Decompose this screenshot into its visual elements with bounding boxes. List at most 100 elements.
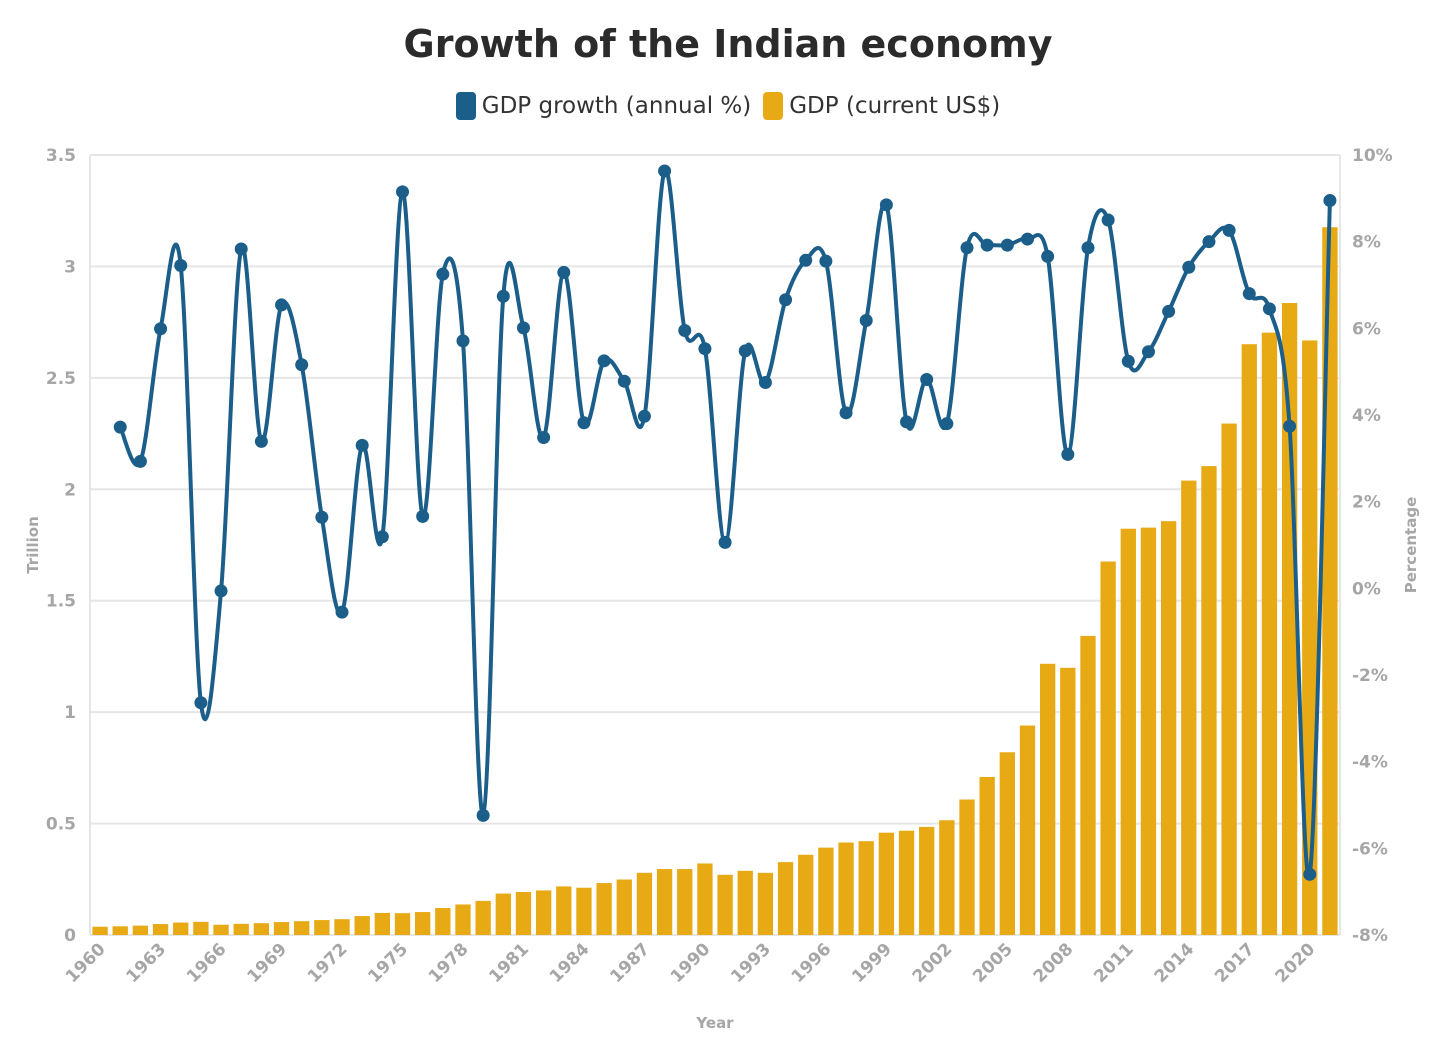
bar-gdp: [616, 879, 632, 935]
point-gdp-growth: [396, 185, 409, 199]
bar-gdp: [314, 920, 330, 935]
point-gdp-growth: [1101, 213, 1115, 227]
legend-item-gdp[interactable]: GDP (current US$): [763, 92, 1000, 120]
bar-gdp: [777, 862, 794, 935]
point-gdp-growth: [416, 509, 430, 523]
point-gdp-growth: [577, 416, 591, 430]
bar-gdp: [818, 847, 834, 935]
bar-gdp: [233, 923, 249, 935]
point-gdp-growth: [859, 314, 873, 328]
point-gdp-growth: [1222, 223, 1236, 237]
point-gdp-growth: [718, 535, 732, 549]
bar-gdp: [999, 752, 1015, 935]
y-left-tick-label: 3.5: [46, 146, 76, 166]
legend-label-growth: GDP growth (annual %): [481, 93, 752, 119]
bar-gdp: [898, 830, 915, 935]
bar-gdp: [878, 832, 895, 935]
chart-title: Growth of the Indian economy: [403, 22, 1053, 66]
y-right-tick-label: -6%: [1352, 839, 1388, 859]
y-left-tick-label: 2.5: [46, 369, 76, 389]
bar-gdp: [1221, 423, 1237, 935]
bar-gdp: [636, 872, 653, 935]
bar-gdp: [1261, 332, 1278, 935]
point-gdp-growth: [1021, 232, 1034, 246]
legend: GDP growth (annual %) GDP (current US$): [0, 92, 1456, 120]
point-gdp-growth: [1121, 354, 1135, 368]
bar-gdp: [112, 926, 128, 935]
x-tick-label: 2002: [909, 939, 957, 987]
point-gdp-growth: [1323, 194, 1337, 207]
y-left-tick-label: 2: [64, 480, 76, 500]
point-gdp-growth: [758, 376, 772, 389]
x-tick-label: 1969: [243, 939, 291, 987]
x-tick-label: 1999: [848, 939, 896, 987]
point-gdp-growth: [1202, 235, 1216, 249]
bar-gdp: [838, 842, 854, 935]
point-gdp-growth: [194, 696, 208, 710]
legend-label-gdp: GDP (current US$): [789, 93, 1001, 119]
bar-gdp: [173, 922, 189, 935]
bar-gdp: [596, 883, 612, 935]
point-gdp-growth: [940, 417, 954, 431]
bar-gdp: [1100, 561, 1116, 935]
bar-gdp: [213, 924, 229, 935]
point-gdp-growth: [738, 344, 752, 358]
bar-gdp: [475, 900, 491, 935]
x-tick-label: 1996: [788, 939, 836, 987]
bar-gdp: [576, 887, 592, 935]
bar-gdp: [193, 921, 209, 935]
bar-gdp: [556, 886, 572, 935]
point-gdp-growth: [214, 584, 228, 598]
bar-gdp: [495, 893, 511, 935]
bar-gdp: [253, 923, 270, 935]
y-right-tick-label: -8%: [1352, 926, 1388, 946]
y-left-tick-label: 0: [64, 926, 76, 946]
bar-gdp: [1181, 480, 1197, 935]
point-gdp-growth: [1262, 302, 1276, 316]
y-left-tick-label: 3: [64, 257, 76, 277]
x-tick-label: 2020: [1272, 939, 1320, 987]
y-left-tick-label: 1: [64, 703, 76, 723]
x-tick-label: 1993: [727, 939, 775, 987]
bar-gdp: [1019, 725, 1036, 935]
bar-gdp: [697, 863, 713, 935]
bar-gdp: [1281, 302, 1298, 935]
bar-gdp: [1241, 344, 1257, 936]
bar-gdp: [1322, 227, 1338, 936]
point-gdp-growth: [476, 808, 490, 822]
legend-item-growth[interactable]: GDP growth (annual %): [455, 92, 752, 120]
x-tick-label: 1990: [667, 939, 715, 987]
y-right-tick-label: 4%: [1352, 406, 1381, 426]
bar-gdp: [717, 874, 733, 935]
x-tick-label: 1981: [485, 939, 533, 987]
point-gdp-growth: [1061, 447, 1075, 461]
y-right-tick-label: -2%: [1352, 666, 1388, 686]
point-gdp-growth: [879, 198, 893, 212]
bar-gdp: [1060, 667, 1076, 935]
bar-gdp: [294, 921, 310, 935]
point-gdp-growth: [617, 374, 631, 388]
point-gdp-growth: [839, 406, 853, 420]
x-tick-label: 2008: [1030, 939, 1078, 987]
x-tick-label: 1960: [62, 939, 110, 987]
x-tick-label: 1972: [304, 939, 352, 987]
bar-gdp: [354, 916, 370, 935]
x-tick-label: 1975: [364, 939, 412, 987]
bar-gdp: [939, 820, 955, 935]
point-gdp-growth: [335, 605, 349, 619]
x-tick-label: 1984: [546, 939, 594, 987]
point-gdp-growth: [174, 259, 188, 272]
x-tick-label: 2017: [1211, 939, 1259, 987]
bar-gdp: [132, 925, 149, 935]
bar-gdp: [1080, 635, 1096, 935]
point-gdp-growth: [113, 420, 127, 434]
point-gdp-growth: [799, 253, 813, 267]
point-gdp-growth: [436, 267, 450, 281]
bar-gdp: [798, 854, 814, 935]
y-right-tick-label: 2%: [1352, 493, 1381, 513]
point-gdp-growth: [355, 438, 369, 452]
legend-swatch-gdp: [763, 92, 784, 120]
point-gdp-growth: [779, 293, 793, 307]
point-gdp-growth: [1041, 249, 1055, 263]
